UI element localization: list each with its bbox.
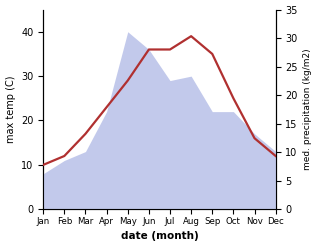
Y-axis label: max temp (C): max temp (C): [5, 76, 16, 143]
X-axis label: date (month): date (month): [121, 231, 198, 242]
Y-axis label: med. precipitation (kg/m2): med. precipitation (kg/m2): [303, 49, 313, 170]
